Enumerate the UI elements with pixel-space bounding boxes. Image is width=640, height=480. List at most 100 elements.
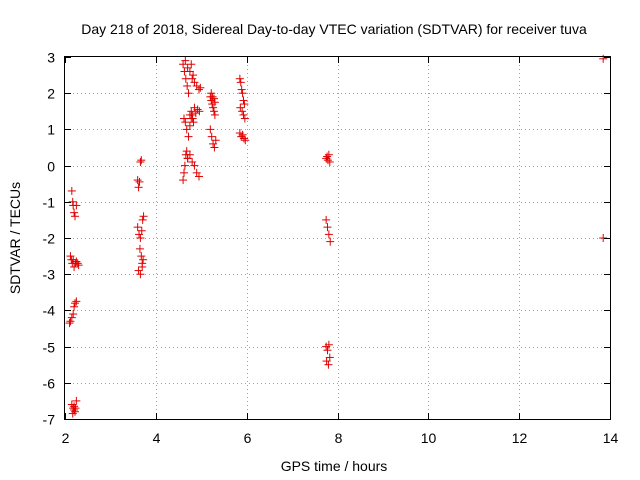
y-tick-label: -7 xyxy=(43,412,56,428)
x-tick-label: 12 xyxy=(512,430,528,446)
x-axis-label: GPS time / hours xyxy=(281,458,388,474)
data-point xyxy=(137,252,146,261)
plot-frame xyxy=(64,56,611,420)
data-point xyxy=(72,297,81,306)
data-point xyxy=(181,118,190,127)
data-point xyxy=(209,94,218,103)
data-point xyxy=(70,262,79,271)
data-point xyxy=(133,176,142,185)
data-point xyxy=(71,404,80,413)
data-point xyxy=(323,223,332,232)
data-point xyxy=(211,136,220,145)
data-point xyxy=(240,114,249,123)
data-point xyxy=(139,212,148,221)
data-point xyxy=(74,261,83,270)
data-point xyxy=(184,132,193,141)
x-tick-label: 10 xyxy=(421,430,437,446)
data-point xyxy=(208,92,217,101)
data-point xyxy=(67,400,76,409)
data-point xyxy=(181,56,190,65)
data-point xyxy=(207,89,216,98)
data-point xyxy=(238,107,247,116)
data-point xyxy=(179,60,188,69)
data-point xyxy=(185,67,194,76)
data-point xyxy=(136,270,145,279)
data-point xyxy=(238,89,247,98)
data-point xyxy=(70,302,79,311)
points-layer xyxy=(65,54,608,418)
y-tick-label: -1 xyxy=(43,195,56,211)
data-point xyxy=(185,150,194,159)
data-point xyxy=(209,107,218,116)
y-tick-label: 1 xyxy=(47,122,55,138)
data-point xyxy=(185,121,194,130)
data-point xyxy=(240,100,249,109)
data-point xyxy=(137,156,146,165)
data-point xyxy=(193,105,202,114)
data-point xyxy=(207,132,216,141)
data-point xyxy=(139,255,148,264)
data-point xyxy=(209,103,218,112)
data-point xyxy=(179,114,188,123)
data-point xyxy=(239,110,248,119)
data-point xyxy=(187,60,196,69)
data-point xyxy=(241,136,250,145)
y-tick-label: 0 xyxy=(47,159,55,175)
data-point xyxy=(138,215,147,224)
data-point xyxy=(188,157,197,166)
y-tick-label: 3 xyxy=(47,50,55,66)
data-point xyxy=(323,156,332,165)
data-point xyxy=(192,81,201,90)
data-point xyxy=(70,208,79,217)
x-tick-label: 14 xyxy=(603,430,619,446)
data-point xyxy=(324,230,333,239)
data-point xyxy=(325,157,334,166)
data-point xyxy=(69,310,78,319)
data-point xyxy=(66,317,75,326)
data-point xyxy=(134,183,143,192)
data-point xyxy=(210,98,219,107)
x-tick-label: 8 xyxy=(335,430,343,446)
data-point xyxy=(67,313,76,322)
data-point xyxy=(65,319,74,328)
data-point xyxy=(190,78,199,87)
data-point xyxy=(210,143,219,152)
data-point xyxy=(179,168,188,177)
data-point xyxy=(182,125,191,134)
data-point xyxy=(135,177,144,186)
data-point xyxy=(138,262,147,271)
data-point xyxy=(67,186,76,195)
data-point xyxy=(323,346,332,355)
data-point xyxy=(189,118,198,127)
y-tick-label: -6 xyxy=(43,376,56,392)
data-point xyxy=(239,96,248,105)
data-point xyxy=(190,161,199,170)
data-point xyxy=(136,234,145,242)
data-point xyxy=(182,147,191,156)
data-point xyxy=(70,402,79,411)
data-point xyxy=(190,103,199,112)
x-tick-label: 2 xyxy=(62,430,70,446)
grid-layer xyxy=(65,57,610,419)
data-point xyxy=(73,259,82,268)
data-point xyxy=(322,357,331,366)
data-point xyxy=(136,157,145,166)
data-point xyxy=(179,176,188,185)
data-point xyxy=(238,130,247,139)
y-axis-label: SDTVAR / TECUs xyxy=(7,182,23,294)
data-point xyxy=(235,74,244,83)
data-point xyxy=(325,353,334,362)
data-point xyxy=(188,74,197,83)
y-tick-label: -5 xyxy=(43,340,56,356)
data-point xyxy=(135,244,144,253)
data-point xyxy=(72,201,81,210)
data-point xyxy=(237,85,246,94)
data-point xyxy=(326,237,335,246)
y-tick-label: -2 xyxy=(43,231,56,247)
data-point xyxy=(70,299,79,308)
data-point xyxy=(324,360,333,369)
data-point xyxy=(192,168,201,177)
x-tick-label: 4 xyxy=(153,430,161,446)
